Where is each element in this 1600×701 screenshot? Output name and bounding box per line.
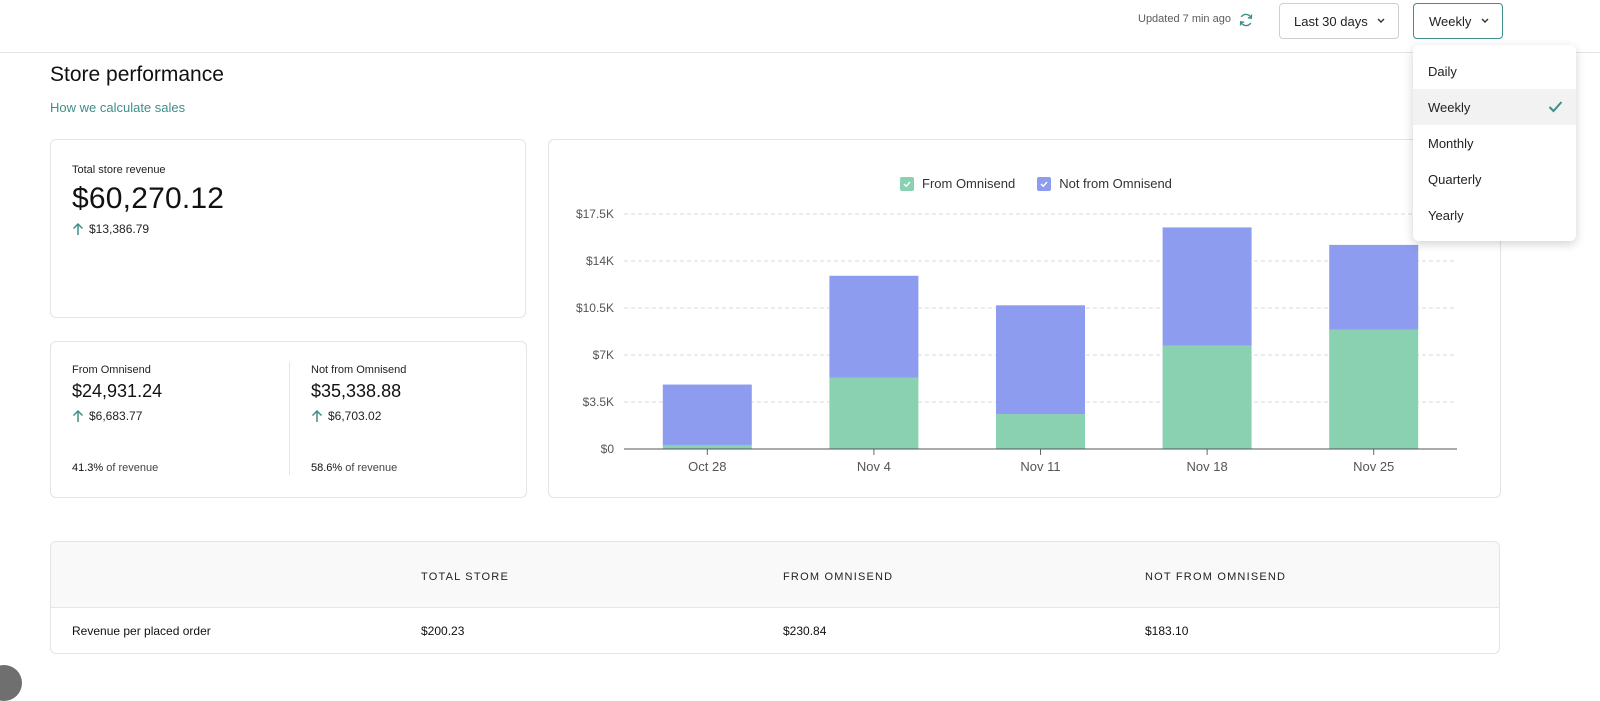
split-divider [289, 362, 290, 475]
refresh-icon[interactable] [1238, 12, 1254, 28]
legend-item-from-omnisend[interactable]: From Omnisend [900, 176, 1015, 191]
from-omnisend-label: From Omnisend [72, 364, 151, 376]
bar-segment [829, 275, 919, 378]
not-from-omnisend-share: 58.6% of revenue [311, 462, 397, 474]
bar-segment [1162, 227, 1252, 346]
y-tick-label: $17.5K [576, 207, 614, 221]
revenue-split-card: From Omnisend $24,931.24 $6,683.77 41.3%… [50, 341, 527, 498]
page-title: Store performance [50, 63, 224, 86]
arrow-up-icon [72, 409, 84, 422]
period-option-label: Daily [1428, 63, 1457, 79]
legend-label-from-omnisend: From Omnisend [922, 176, 1016, 191]
table-cell-not-from-omnisend: $183.10 [1145, 624, 1189, 638]
bar-segment [1162, 345, 1252, 449]
table-header-total-store: TOTAL STORE [421, 571, 509, 583]
from-omnisend-share-suffix: of revenue [103, 462, 159, 474]
y-tick-label: $14K [586, 254, 614, 268]
table-cell-metric: Revenue per placed order [72, 624, 211, 638]
not-from-omnisend-share-pct: 58.6% [311, 462, 343, 474]
not-from-omnisend-share-suffix: of revenue [342, 462, 398, 474]
y-tick-label: $0 [601, 442, 615, 456]
chart-legend: From Omnisend Not from Omnisend [900, 176, 1194, 191]
bar-segment [1329, 329, 1419, 449]
how-we-calculate-link[interactable]: How we calculate sales [50, 100, 186, 115]
x-tick-label: Nov 4 [857, 459, 891, 474]
checkmark-icon [1548, 101, 1563, 113]
date-range-select[interactable]: Last 30 days [1279, 3, 1399, 39]
bar-segment [996, 305, 1085, 415]
chevron-down-icon [1481, 18, 1489, 23]
total-revenue-delta-value: $13,386.79 [89, 222, 150, 236]
x-tick-label: Nov 18 [1186, 459, 1227, 474]
checkbox-icon [1037, 176, 1052, 191]
y-tick-label: $10.5K [576, 301, 614, 315]
help-widget-button[interactable] [0, 665, 22, 701]
total-revenue-label: Total store revenue [72, 164, 166, 176]
period-option-weekly[interactable]: Weekly [1413, 89, 1576, 125]
bar-segment [662, 384, 752, 445]
y-tick-label: $7K [593, 348, 614, 362]
arrow-up-icon [72, 222, 84, 235]
table-header: TOTAL STORE FROM OMNISEND NOT FROM OMNIS… [51, 542, 1499, 608]
legend-label-not-from-omnisend: Not from Omnisend [1059, 176, 1172, 191]
period-option-label: Quarterly [1428, 171, 1482, 187]
y-tick-label: $3.5K [583, 395, 614, 409]
updated-text: Updated 7 min ago [1138, 13, 1231, 25]
from-omnisend-share: 41.3% of revenue [72, 462, 158, 474]
total-revenue-card: Total store revenue $60,270.12 $13,386.7… [50, 139, 526, 318]
bar-segment [1329, 244, 1419, 330]
date-range-label: Last 30 days [1294, 13, 1368, 29]
total-revenue-delta: $13,386.79 [72, 222, 149, 236]
from-omnisend-delta-value: $6,683.77 [89, 409, 143, 423]
x-tick-label: Nov 25 [1353, 459, 1394, 474]
table-header-from-omnisend: FROM OMNISEND [783, 571, 894, 583]
from-omnisend-value: $24,931.24 [72, 381, 163, 401]
period-option-monthly[interactable]: Monthly [1413, 125, 1576, 161]
x-tick-label: Nov 11 [1020, 459, 1060, 474]
period-label: Weekly [1429, 13, 1472, 29]
revenue-bar-chart: $0 $3.5K $7K $10.5K $14K $17.5K Oct 28 Nov 4 Nov… [576, 207, 1457, 474]
bar-segment [662, 444, 752, 449]
total-revenue-value: $60,270.12 [72, 182, 225, 215]
period-dropdown-menu: Daily Weekly Monthly Quarterly Yearly [1413, 45, 1576, 241]
checkbox-icon [900, 176, 914, 191]
x-tick-label: Oct 28 [688, 459, 726, 474]
table-cell-total-store: $200.23 [421, 624, 465, 638]
period-option-label: Monthly [1428, 135, 1474, 151]
table-cell-from-omnisend: $230.84 [783, 624, 827, 638]
period-option-quarterly[interactable]: Quarterly [1413, 161, 1576, 197]
arrow-up-icon [311, 409, 323, 422]
period-option-daily[interactable]: Daily [1413, 53, 1576, 89]
not-from-omnisend-label: Not from Omnisend [311, 364, 407, 376]
bar-segment [996, 414, 1085, 449]
period-option-yearly[interactable]: Yearly [1413, 197, 1576, 233]
chevron-down-icon [1377, 18, 1385, 23]
period-option-label: Yearly [1428, 207, 1464, 223]
bar-segment [829, 377, 919, 449]
not-from-omnisend-delta: $6,703.02 [311, 409, 381, 423]
table-header-not-from-omnisend: NOT FROM OMNISEND [1145, 571, 1287, 583]
from-omnisend-share-pct: 41.3% [72, 462, 104, 474]
period-select[interactable]: Weekly [1413, 3, 1503, 39]
from-omnisend-delta: $6,683.77 [72, 409, 142, 423]
not-from-omnisend-value: $35,338.88 [311, 381, 402, 401]
not-from-omnisend-delta-value: $6,703.02 [328, 409, 382, 423]
period-option-label: Weekly [1428, 99, 1471, 115]
revenue-per-order-table: TOTAL STORE FROM OMNISEND NOT FROM OMNIS… [50, 541, 1500, 654]
top-bar: Updated 7 min ago Last 30 days Weekly [0, 0, 1600, 53]
legend-item-not-from-omnisend[interactable]: Not from Omnisend [1037, 176, 1172, 191]
